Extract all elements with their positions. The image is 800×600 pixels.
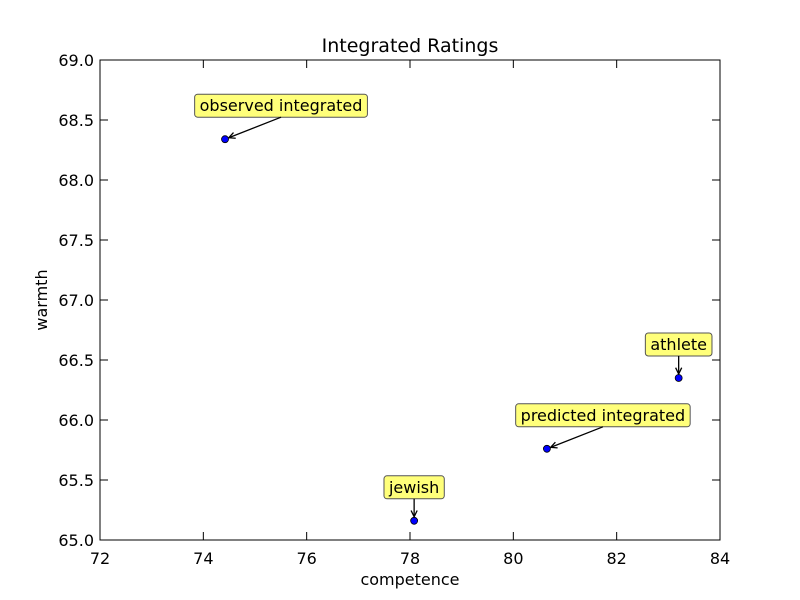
y-tick-label: 67.5 xyxy=(58,231,94,250)
y-tick-label: 66.5 xyxy=(58,351,94,370)
annotation: predicted integrated xyxy=(515,403,691,449)
arrow-head xyxy=(549,441,558,449)
annotation-arrow xyxy=(228,116,282,139)
y-tick-label: 68.0 xyxy=(58,171,94,190)
data-point xyxy=(674,374,683,382)
data-points xyxy=(221,135,683,525)
y-tick-label: 65.0 xyxy=(58,531,94,550)
data-point xyxy=(543,444,551,453)
x-tick-label: 82 xyxy=(606,549,626,568)
x-tick-label: 80 xyxy=(503,549,523,568)
x-tick-label: 74 xyxy=(193,549,213,568)
x-tick-label: 72 xyxy=(90,549,110,568)
x-tick-label: 78 xyxy=(400,549,420,568)
annotations: observed integrated athlete predicted inte… xyxy=(194,93,713,519)
x-axis-label: competence xyxy=(360,570,459,589)
annotation-label: predicted integrated xyxy=(521,406,686,425)
y-tick-label: 68.5 xyxy=(58,111,94,130)
y-axis-label: warmth xyxy=(32,269,51,330)
data-point xyxy=(221,135,229,144)
x-tick-label: 84 xyxy=(710,549,730,568)
annotation: athlete xyxy=(644,332,713,376)
annotation: jewish xyxy=(383,475,445,519)
y-tick-label: 67.0 xyxy=(58,291,94,310)
annotation: observed integrated xyxy=(194,93,368,139)
y-tick-label: 69.0 xyxy=(58,51,94,70)
plot-frame xyxy=(99,59,721,541)
y-tick-label: 66.0 xyxy=(58,411,94,430)
arrow-head xyxy=(227,132,236,139)
annotation-label: athlete xyxy=(650,335,707,354)
chart-title: Integrated Ratings xyxy=(322,35,499,57)
annotation-label: observed integrated xyxy=(200,96,363,115)
arrow-head xyxy=(410,510,418,519)
annotation-label: jewish xyxy=(388,478,439,497)
data-point xyxy=(410,516,419,525)
annotation-arrow xyxy=(550,426,604,448)
arrow-head xyxy=(675,367,683,376)
y-tick-label: 65.5 xyxy=(58,471,94,490)
x-tick-label: 76 xyxy=(296,549,316,568)
